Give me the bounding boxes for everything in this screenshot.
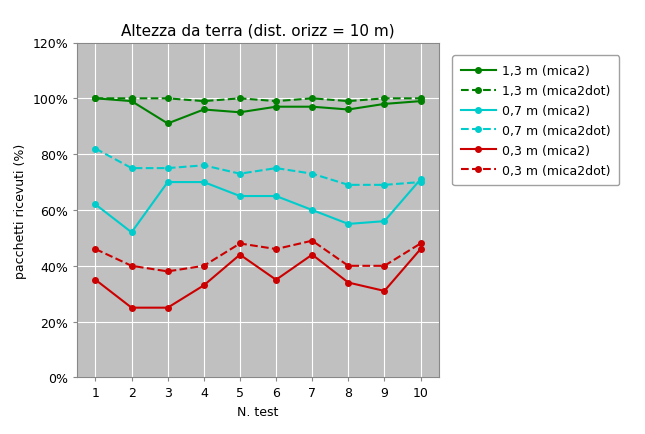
Line: 0,7 m (mica2dot): 0,7 m (mica2dot) (93, 146, 423, 188)
1,3 m (mica2) (164, 122, 172, 127)
Line: 0,3 m (mica2dot): 0,3 m (mica2dot) (93, 238, 423, 275)
0,7 m (mica2dot) (272, 166, 280, 171)
1,3 m (mica2) (128, 99, 135, 105)
0,3 m (mica2) (200, 283, 208, 288)
1,3 m (mica2) (92, 96, 99, 102)
0,7 m (mica2) (344, 222, 352, 227)
0,3 m (mica2dot) (200, 263, 208, 269)
0,3 m (mica2) (272, 277, 280, 283)
Line: 0,7 m (mica2): 0,7 m (mica2) (93, 177, 423, 236)
0,3 m (mica2dot) (381, 263, 388, 269)
0,3 m (mica2) (344, 280, 352, 286)
0,7 m (mica2dot) (200, 163, 208, 168)
Legend: 1,3 m (mica2), 1,3 m (mica2dot), 0,7 m (mica2), 0,7 m (mica2dot), 0,3 m (mica2),: 1,3 m (mica2), 1,3 m (mica2dot), 0,7 m (… (452, 56, 619, 186)
0,3 m (mica2dot) (344, 263, 352, 269)
0,7 m (mica2) (381, 219, 388, 224)
0,7 m (mica2dot) (381, 183, 388, 188)
0,3 m (mica2) (164, 306, 172, 311)
0,7 m (mica2) (164, 180, 172, 185)
0,3 m (mica2dot) (164, 269, 172, 274)
1,3 m (mica2dot) (128, 96, 135, 102)
0,3 m (mica2) (236, 253, 244, 258)
0,7 m (mica2dot) (128, 166, 135, 171)
1,3 m (mica2dot) (92, 96, 99, 102)
0,3 m (mica2dot) (272, 247, 280, 252)
0,3 m (mica2) (381, 289, 388, 294)
0,7 m (mica2) (308, 208, 316, 213)
1,3 m (mica2) (272, 105, 280, 110)
1,3 m (mica2dot) (344, 99, 352, 105)
1,3 m (mica2dot) (308, 96, 316, 102)
0,7 m (mica2dot) (308, 172, 316, 177)
0,3 m (mica2dot) (236, 241, 244, 247)
0,3 m (mica2) (308, 253, 316, 258)
0,7 m (mica2dot) (92, 147, 99, 152)
1,3 m (mica2) (200, 108, 208, 113)
1,3 m (mica2dot) (417, 96, 424, 102)
0,3 m (mica2dot) (308, 239, 316, 244)
0,7 m (mica2dot) (236, 172, 244, 177)
0,7 m (mica2) (128, 230, 135, 235)
1,3 m (mica2) (381, 102, 388, 107)
0,3 m (mica2dot) (128, 263, 135, 269)
0,3 m (mica2) (417, 247, 424, 252)
0,7 m (mica2) (92, 202, 99, 207)
1,3 m (mica2dot) (200, 99, 208, 105)
1,3 m (mica2) (308, 105, 316, 110)
Line: 1,3 m (mica2dot): 1,3 m (mica2dot) (93, 96, 423, 105)
1,3 m (mica2) (417, 99, 424, 105)
1,3 m (mica2dot) (236, 96, 244, 102)
1,3 m (mica2dot) (164, 96, 172, 102)
0,3 m (mica2dot) (417, 241, 424, 247)
0,3 m (mica2dot) (92, 247, 99, 252)
Line: 1,3 m (mica2): 1,3 m (mica2) (93, 96, 423, 127)
0,3 m (mica2) (92, 277, 99, 283)
1,3 m (mica2) (344, 108, 352, 113)
Title: Altezza da terra (dist. orizz = 10 m): Altezza da terra (dist. orizz = 10 m) (121, 23, 395, 38)
0,7 m (mica2dot) (344, 183, 352, 188)
Y-axis label: pacchetti ricevuti (%): pacchetti ricevuti (%) (14, 143, 27, 278)
1,3 m (mica2) (236, 110, 244, 115)
0,7 m (mica2dot) (164, 166, 172, 171)
0,7 m (mica2) (200, 180, 208, 185)
0,7 m (mica2) (417, 177, 424, 182)
0,3 m (mica2) (128, 306, 135, 311)
1,3 m (mica2dot) (272, 99, 280, 105)
0,7 m (mica2dot) (417, 180, 424, 185)
X-axis label: N. test: N. test (237, 405, 279, 418)
0,7 m (mica2) (272, 194, 280, 199)
0,7 m (mica2) (236, 194, 244, 199)
1,3 m (mica2dot) (381, 96, 388, 102)
Line: 0,3 m (mica2): 0,3 m (mica2) (93, 247, 423, 311)
